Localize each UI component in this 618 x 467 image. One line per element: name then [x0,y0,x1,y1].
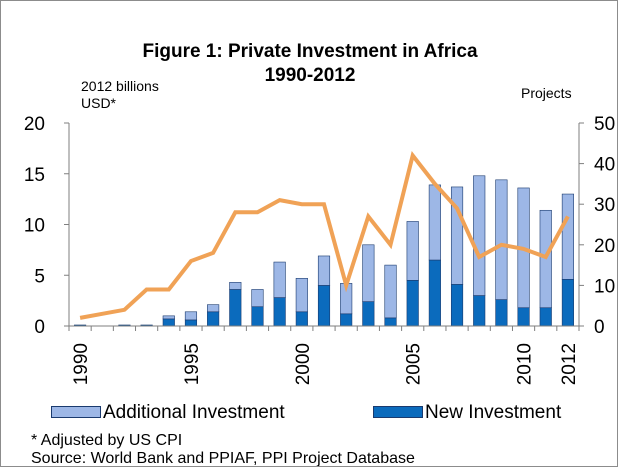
x-axis-tick-label: 1995 [182,343,203,385]
bar-new-investment [295,311,308,327]
x-axis-tick-label: 2005 [404,343,425,385]
bar-additional-investment [450,186,464,285]
right-axis-tick-label: 20 [594,236,615,257]
footnote-adjusted: * Adjusted by US CPI [31,432,183,449]
x-axis-tick-label: 1990 [71,343,92,385]
left-axis-tick-label: 0 [34,317,45,338]
bar-new-investment [317,285,331,327]
bar-new-investment [162,318,175,327]
bar-new-investment [561,279,574,327]
bar-additional-investment [495,179,508,300]
left-axis-tick-label: 10 [24,216,45,237]
right-axis-tick-label: 30 [594,195,615,216]
bar-additional-investment [229,282,242,290]
bar-additional-investment [251,289,264,308]
left-axis-tick-label: 15 [24,165,45,186]
x-axis-tick-label: 2010 [515,343,536,385]
bar-new-investment [473,295,486,327]
bar-additional-investment [384,264,397,319]
legend-label-additional-investment: Additional Investment [103,402,285,423]
bar-additional-investment [184,311,198,321]
chart-title-line-2: 1990-2012 [264,65,356,86]
right-axis-tick-label: 0 [594,317,605,338]
right-axis-tick-label: 10 [594,276,615,297]
bar-new-investment [428,259,441,327]
bar-additional-investment [295,277,308,313]
bar-additional-investment [317,255,331,286]
projects-line [79,151,570,320]
bar-additional-investment [273,261,286,298]
right-axis-tick-label: 40 [594,155,615,176]
x-axis-tick-label: 2000 [293,343,314,385]
footnote-source: Source: World Bank and PPIAF, PPI Projec… [31,450,415,467]
chart-title-line-1: Figure 1: Private Investment in Africa [142,41,478,62]
bar-new-investment [539,307,552,327]
left-axis-tick-label: 20 [24,114,45,135]
left-axis-unit-line-1: 2012 billions [81,78,159,94]
x-axis-tick-label: 2012 [559,343,580,385]
bar-additional-investment [162,315,175,320]
bar-additional-investment [473,175,486,296]
bar-additional-investment [428,184,441,261]
bar-additional-investment [207,304,220,313]
bar-additional-investment [362,244,375,302]
bar-new-investment [340,313,353,327]
legend-swatch-new-investment [373,406,423,418]
bar-new-investment [251,306,264,327]
bar-additional-investment [406,221,419,281]
left-axis-unit-line-2: USD* [81,95,117,111]
bar-new-investment [184,319,198,327]
bar-new-investment [384,317,397,327]
bar-new-investment [517,307,530,327]
bar-additional-investment [561,193,574,280]
bar-new-investment [229,289,242,327]
bar-new-investment [495,299,508,327]
legend-label-new-investment: New Investment [425,402,562,423]
bar-new-investment [362,301,375,327]
right-axis-unit: Projects [521,85,572,101]
bar-new-investment [207,311,220,327]
legend-swatch-additional-investment [51,406,101,418]
bar-new-investment [273,297,286,327]
bar-new-investment [450,284,464,327]
bar-new-investment [406,280,419,327]
left-axis-tick-label: 5 [34,266,45,287]
right-axis-tick-label: 50 [594,114,615,135]
